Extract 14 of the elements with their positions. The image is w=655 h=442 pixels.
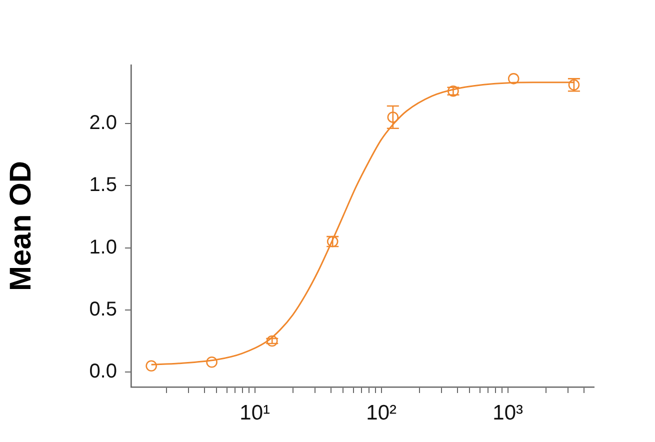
y-axis-title: Mean OD bbox=[4, 160, 38, 292]
y-tick-label: 1.0 bbox=[89, 236, 117, 258]
y-tick-label: 0.0 bbox=[89, 360, 117, 383]
x-tick-label: 10¹ bbox=[240, 401, 270, 424]
point bbox=[266, 335, 278, 347]
x-tick-label: 10² bbox=[366, 401, 396, 424]
point bbox=[206, 356, 218, 368]
point bbox=[387, 112, 399, 123]
y-tick-label: 1.5 bbox=[89, 174, 117, 196]
point bbox=[146, 360, 157, 372]
x-tick-label: 10³ bbox=[492, 401, 523, 424]
point bbox=[508, 73, 520, 84]
y-tick-label: 2.0 bbox=[89, 112, 117, 134]
y-tick-label: 0.5 bbox=[89, 298, 117, 320]
